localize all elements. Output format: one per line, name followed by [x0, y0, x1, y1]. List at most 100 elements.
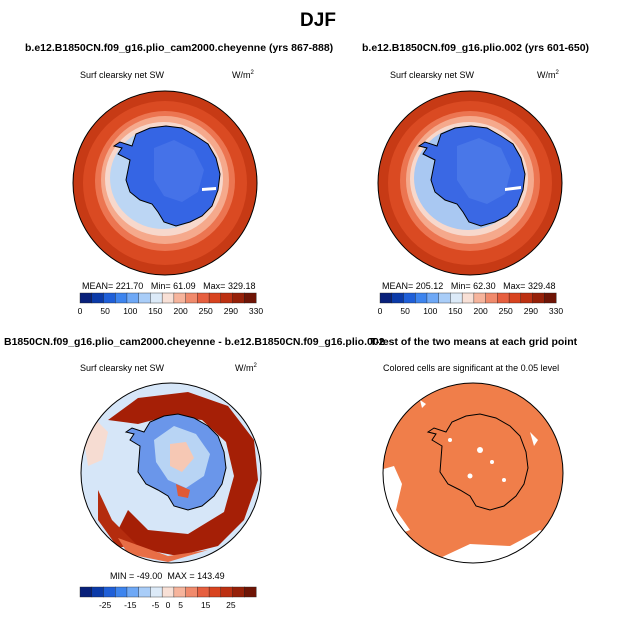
panel2-map-border — [377, 90, 563, 276]
panel1-colorbar-box — [197, 292, 210, 304]
panel3-interior-3 — [176, 484, 190, 498]
panel2-colorbar-box — [379, 292, 393, 304]
panel2-colorbar-tick-label: 50 — [400, 306, 410, 316]
panel2-colorbar-box — [438, 292, 451, 304]
panel3-colorbar-box — [91, 586, 104, 598]
panel2-colorbar-box — [391, 292, 404, 304]
panel2-colorbar-tick-label: 290 — [523, 306, 538, 316]
panel2-units: W/m2 — [537, 70, 559, 80]
panel4-nonsig-top — [420, 400, 426, 408]
panel1-colorbar-box — [115, 292, 128, 304]
panel3-map-border — [80, 382, 262, 564]
panel2-colorbar-box — [485, 292, 498, 304]
panel1-map — [72, 90, 258, 276]
panel4-title: T-test of the two means at each grid poi… — [370, 336, 578, 348]
panel4-nonsig-dot-5 — [502, 478, 506, 482]
panel2-colorbar — [379, 292, 557, 304]
panel2-colorbar-tick-label: 150 — [448, 306, 463, 316]
panel3-colorbar-box — [185, 586, 198, 598]
page-title: DJF — [300, 10, 336, 31]
panel1-map-border — [72, 90, 258, 276]
panel1-colorbar-tick-label: 250 — [198, 306, 213, 316]
panel3-colorbar — [79, 586, 257, 598]
panel2-variable: Surf clearsky net SW — [390, 70, 475, 80]
panel1-colorbar-box — [79, 292, 93, 304]
panel3-colorbar-tick-label: 25 — [226, 600, 236, 610]
panel3-colorbar-tick-label: -15 — [124, 600, 137, 610]
panel3-colorbar-tick-label: -25 — [98, 600, 112, 610]
panel3-stats: MIN = -49.00 MAX = 143.49 — [110, 571, 225, 581]
panel3-colorbar-tick-label: 15 — [200, 600, 211, 610]
panel3-colorbar-tick-label: 5 — [178, 600, 183, 610]
panel1-colorbar-tick-label: 200 — [173, 306, 188, 316]
panel1-colorbar-tick-label: 150 — [148, 306, 163, 316]
panel1-colorbar-tick-label: 50 — [100, 306, 110, 316]
panel1-colorbar-tick-label: 330 — [248, 306, 264, 316]
panel2-colorbar-box — [532, 292, 545, 304]
panel1-colorbar-tick-label: 100 — [123, 306, 138, 316]
panel1-colorbar-box — [91, 292, 104, 304]
panel3-colorbar-box — [126, 586, 140, 598]
panel1-colorbar-box — [126, 292, 140, 304]
panel1-colorbar-box — [208, 292, 222, 304]
panel2-stats: MEAN= 205.12 Min= 62.30 Max= 329.48 — [382, 281, 556, 291]
panel4-map — [382, 382, 564, 564]
panel2-colorbar-box — [461, 292, 475, 304]
panel1-colorbar-box — [138, 292, 151, 304]
panel2-colorbar-tick-label: 100 — [423, 306, 438, 316]
panel2-map — [377, 90, 563, 276]
panel1-title: b.e12.B1850CN.f09_g16.plio_cam2000.cheye… — [25, 42, 334, 54]
panel3-units: W/m2 — [235, 363, 257, 373]
panel3-colorbar-box — [150, 586, 163, 598]
panel1-colorbar — [79, 292, 257, 304]
panel4-nonsig-dot-4 — [467, 473, 473, 479]
panel1-colorbar-box — [220, 292, 234, 304]
panel3-edge-band — [98, 490, 136, 548]
panel2-colorbar-box — [473, 292, 487, 304]
panel2-colorbar-tick-label: 200 — [473, 306, 488, 316]
panel1-colorbar-box — [173, 292, 187, 304]
panel2-inner-shading — [457, 138, 511, 204]
panel3-map — [80, 382, 262, 564]
panel3-colorbar-box — [208, 586, 222, 598]
panel1-colorbar-tick-label: 290 — [223, 306, 238, 316]
panel3-colorbar-box — [79, 586, 93, 598]
panel1-colorbar-box — [161, 292, 175, 304]
panel2-colorbar-box — [426, 292, 440, 304]
panel2-colorbar-box — [403, 292, 416, 304]
panel3-interior-2 — [170, 442, 194, 472]
panel3-colorbar-box — [103, 586, 116, 598]
panel2-colorbar-box — [508, 292, 522, 304]
panel3-colorbar-tick-label: 0 — [165, 600, 171, 610]
panel2-colorbar-box — [415, 292, 428, 304]
panel3-colorbar-box — [138, 586, 151, 598]
panel3-lower-strip — [118, 538, 208, 562]
panel3-colorbar-box — [115, 586, 128, 598]
panel2-colorbar-box — [544, 292, 557, 304]
panel3-colorbar-tick-label: -5 — [151, 600, 160, 610]
panel1-colorbar-box — [150, 292, 163, 304]
panel3-colorbar-box — [173, 586, 187, 598]
panel3-positive-band — [108, 392, 258, 556]
panel1-inner-shading — [154, 140, 204, 202]
panel3-title: B1850CN.f09_g16.plio_cam2000.cheyenne - … — [4, 336, 385, 348]
panel2-colorbar-box — [520, 292, 534, 304]
panel2-colorbar-box — [497, 292, 510, 304]
panel1-stats: MEAN= 221.70 Min= 61.09 Max= 329.18 — [82, 281, 256, 291]
panel1-colorbar-box — [185, 292, 198, 304]
panel4-nonsig-dot-3 — [490, 460, 494, 464]
panel3-colorbar-box — [244, 586, 257, 598]
panel4-nonsig-dot-1 — [448, 438, 452, 442]
panel4-nonsig-right — [530, 432, 538, 446]
panel3-variable: Surf clearsky net SW — [80, 363, 165, 373]
panel3-colorbar-box — [197, 586, 210, 598]
panel1-white-streak — [202, 187, 216, 191]
panel2-title: b.e12.B1850CN.f09_g16.plio.002 (yrs 601-… — [362, 42, 590, 54]
panel1-colorbar-box — [244, 292, 257, 304]
panel3-colorbar-box — [161, 586, 175, 598]
panel4-significant-fill — [383, 383, 563, 563]
panel4-map-border — [382, 382, 564, 564]
panel2-colorbar-tick-label: 250 — [498, 306, 513, 316]
panel1-units: W/m2 — [232, 70, 254, 80]
panel3-colorbar-box — [232, 586, 245, 598]
